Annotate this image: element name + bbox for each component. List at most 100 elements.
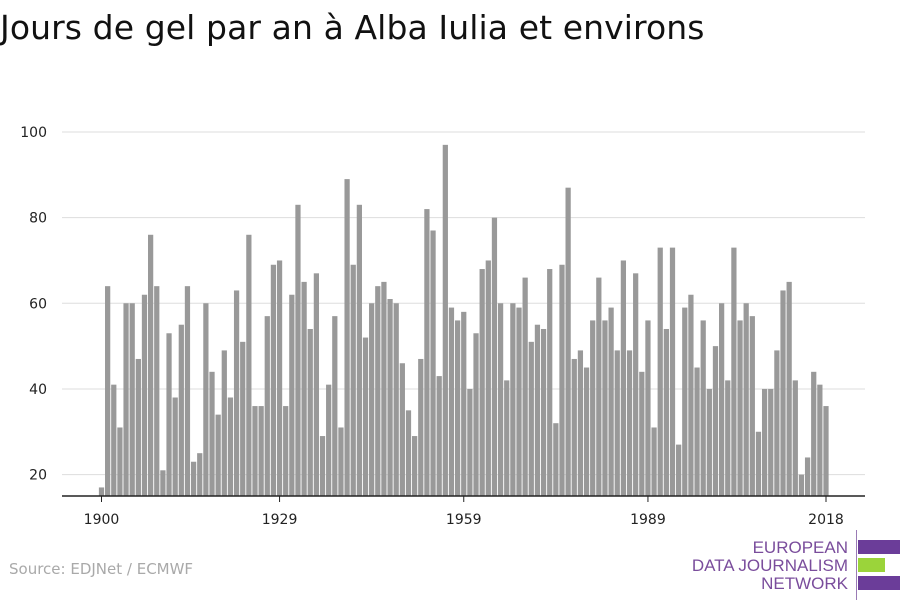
bar-2005 bbox=[743, 303, 749, 496]
bar-1978 bbox=[577, 350, 584, 496]
bar-1973 bbox=[547, 269, 553, 496]
chart-title: Jours de gel par an à Alba Iulia et envi… bbox=[0, 8, 705, 47]
bar-1965 bbox=[497, 303, 504, 496]
bar-2000 bbox=[712, 346, 719, 496]
logo-bar-top bbox=[858, 540, 900, 554]
x-tick-label-1959: 1959 bbox=[446, 512, 482, 528]
bar-1974 bbox=[553, 423, 559, 496]
bar-1932 bbox=[295, 204, 301, 497]
y-tick-label-20: 20 bbox=[29, 468, 47, 484]
bar-1992 bbox=[663, 328, 669, 496]
bar-1938 bbox=[332, 316, 338, 496]
bar-1987 bbox=[633, 273, 639, 496]
logo-bar-bottom bbox=[858, 576, 900, 590]
bar-1981 bbox=[596, 277, 602, 496]
bar-1912 bbox=[172, 397, 178, 496]
bar-1995 bbox=[682, 307, 688, 496]
edjnet-logo[interactable]: EUROPEAN DATA JOURNALISM NETWORK bbox=[692, 530, 900, 600]
bar-1940 bbox=[344, 179, 350, 497]
bar-1975 bbox=[559, 264, 565, 496]
bar-2004 bbox=[737, 320, 743, 496]
bar-1924 bbox=[246, 234, 252, 496]
bar-1937 bbox=[326, 384, 332, 496]
bar-1971 bbox=[534, 324, 541, 496]
bar-1959 bbox=[461, 311, 467, 496]
bar-1920 bbox=[221, 350, 227, 496]
bar-1954 bbox=[430, 230, 436, 497]
bar-1956 bbox=[442, 144, 448, 496]
logo-line-network: NETWORK bbox=[761, 574, 848, 593]
x-axis-tick-labels: 1900 1929 1959 1989 2018 bbox=[84, 512, 844, 528]
bar-1921 bbox=[227, 397, 234, 496]
y-tick-label-80: 80 bbox=[29, 211, 47, 227]
bar-2011 bbox=[780, 290, 786, 496]
bar-1997 bbox=[694, 367, 700, 496]
bar-1944 bbox=[369, 303, 375, 496]
y-tick-label-100: 100 bbox=[20, 125, 47, 141]
x-tick-label-1900: 1900 bbox=[84, 512, 120, 528]
bar-1962 bbox=[479, 269, 485, 496]
bar-1999 bbox=[706, 388, 712, 496]
bar-1989 bbox=[645, 320, 651, 496]
bar-1939 bbox=[338, 427, 344, 496]
bar-1984 bbox=[614, 350, 620, 496]
bar-1983 bbox=[608, 307, 614, 496]
bar-1948 bbox=[393, 303, 399, 496]
bar-2007 bbox=[755, 431, 762, 496]
bar-1927 bbox=[264, 316, 270, 496]
bar-1988 bbox=[639, 371, 645, 496]
bar-1953 bbox=[424, 209, 430, 496]
bar-1966 bbox=[504, 380, 510, 496]
bar-1998 bbox=[700, 320, 706, 496]
bar-1915 bbox=[190, 461, 197, 496]
bar-1950 bbox=[405, 410, 412, 496]
bar-1986 bbox=[626, 350, 633, 496]
bar-1991 bbox=[657, 247, 663, 496]
bar-1972 bbox=[540, 328, 547, 496]
y-tick-label-60: 60 bbox=[29, 296, 47, 312]
bar-2017 bbox=[817, 384, 823, 496]
bar-1955 bbox=[436, 376, 442, 496]
bar-1949 bbox=[399, 363, 405, 496]
bar-1902 bbox=[111, 384, 117, 496]
bar-1996 bbox=[688, 294, 694, 496]
bar-1941 bbox=[350, 264, 356, 496]
bar-1967 bbox=[510, 303, 516, 496]
bar-1928 bbox=[270, 264, 277, 496]
bar-1947 bbox=[387, 299, 393, 496]
bar-1952 bbox=[418, 358, 424, 496]
logo-line-data-journalism: DATA JOURNALISM bbox=[691, 556, 848, 575]
bar-1994 bbox=[676, 444, 682, 496]
bar-1977 bbox=[571, 358, 577, 496]
y-axis-tick-labels: 20 40 60 80 100 bbox=[20, 125, 47, 484]
bar-1980 bbox=[590, 320, 596, 496]
x-tick-label-1929: 1929 bbox=[262, 512, 298, 528]
bar-1982 bbox=[602, 320, 608, 496]
bar-1934 bbox=[307, 328, 313, 496]
bar-1970 bbox=[528, 341, 534, 496]
x-tick-label-1989: 1989 bbox=[630, 512, 666, 528]
bar-1936 bbox=[319, 436, 326, 496]
bar-1913 bbox=[178, 324, 184, 496]
bar-1993 bbox=[669, 247, 676, 496]
bar-2018 bbox=[823, 406, 829, 496]
bar-1933 bbox=[301, 281, 307, 496]
bar-1916 bbox=[197, 453, 203, 496]
x-axis bbox=[62, 495, 865, 502]
bar-1979 bbox=[583, 367, 590, 496]
bar-2010 bbox=[774, 350, 780, 496]
bar-2008 bbox=[761, 388, 768, 496]
bar-1917 bbox=[203, 303, 209, 496]
bar-1907 bbox=[141, 294, 148, 496]
bars bbox=[98, 144, 829, 497]
bar-1951 bbox=[412, 436, 418, 496]
bar-1942 bbox=[356, 204, 362, 497]
source-credit: Source: EDJNet / ECMWF bbox=[9, 560, 194, 578]
bar-2014 bbox=[798, 474, 805, 496]
bar-1968 bbox=[516, 307, 522, 496]
bar-1923 bbox=[240, 341, 246, 496]
bar-1918 bbox=[209, 371, 215, 496]
bar-2003 bbox=[731, 247, 737, 496]
bar-1957 bbox=[448, 307, 455, 496]
